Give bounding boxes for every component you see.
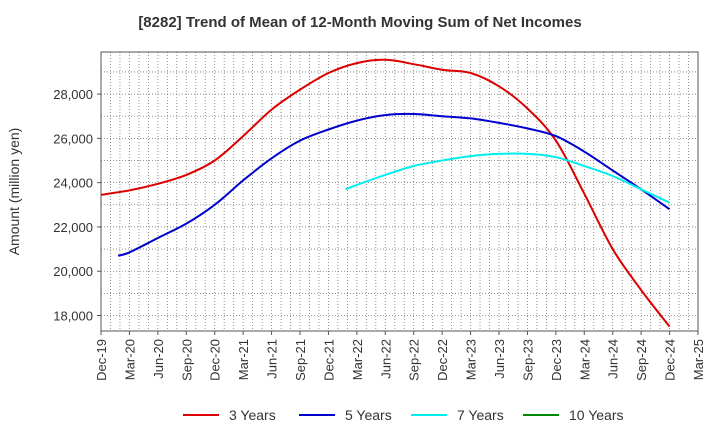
legend-swatch [183, 414, 219, 416]
x-tick-label: Sep-21 [293, 339, 308, 381]
gridlines [100, 52, 699, 331]
legend-item-7-years: 7 Years [411, 405, 504, 425]
legend-label: 10 Years [569, 407, 624, 423]
y-tick-label: 18,000 [53, 309, 93, 324]
legend-item-5-years: 5 Years [299, 405, 392, 425]
x-tick-label: Dec-21 [321, 339, 336, 381]
plot-frame [100, 51, 699, 332]
x-tick-label: Mar-23 [464, 339, 479, 380]
x-tick-label: Dec-24 [663, 339, 678, 381]
legend-label: 5 Years [345, 407, 392, 423]
x-tick-label: Mar-20 [122, 339, 137, 380]
legend-swatch [523, 414, 559, 416]
x-tick-label: Jun-23 [492, 339, 507, 379]
x-tick-label: Sep-22 [407, 339, 422, 381]
x-tick-label: Jun-24 [606, 339, 621, 379]
y-tick-label: 24,000 [53, 176, 93, 191]
legend-swatch [299, 414, 335, 416]
x-tick-label: Dec-19 [94, 339, 109, 381]
legend-swatch [411, 414, 447, 416]
x-tick-label: Mar-21 [236, 339, 251, 380]
x-tick-label: Dec-20 [208, 339, 223, 381]
series-lines [100, 58, 671, 328]
y-tick-label: 20,000 [53, 264, 93, 279]
legend: 3 Years 5 Years 7 Years 10 Years [0, 405, 720, 425]
y-tick-label: 28,000 [53, 87, 93, 102]
x-tick-label: Dec-23 [549, 339, 564, 381]
x-tick-label: Sep-20 [179, 339, 194, 381]
x-tick-label: Sep-24 [634, 339, 649, 381]
x-tick-label: Jun-22 [378, 339, 393, 379]
x-tick-label: Jun-21 [265, 339, 280, 379]
series-line-3-years [100, 58, 671, 328]
chart-title: [8282] Trend of Mean of 12-Month Moving … [138, 14, 582, 31]
y-tick-label: 26,000 [53, 131, 93, 146]
y-axis-label: Amount (million yen) [6, 128, 22, 256]
x-tick-label: Dec-22 [435, 339, 450, 381]
x-tick-label: Jun-20 [151, 339, 166, 379]
series-line-5-years [117, 112, 671, 257]
legend-item-3-years: 3 Years [183, 405, 276, 425]
legend-label: 7 Years [457, 407, 504, 423]
x-tick-label: Sep-23 [520, 339, 535, 381]
y-tick-label: 22,000 [53, 220, 93, 235]
legend-item-10-years: 10 Years [523, 405, 624, 425]
x-tick-label: Mar-24 [577, 339, 592, 380]
x-tick-label: Mar-22 [350, 339, 365, 380]
y-axis-ticks: 18,000 20,000 22,000 24,000 26,000 28,000 [53, 87, 101, 324]
x-tick-label: Mar-25 [691, 339, 706, 380]
x-axis-ticks: Dec-19 Mar-20 Jun-20 Sep-20 Dec-20 Mar-21 Jun-… [94, 331, 706, 381]
series-line-7-years [345, 152, 671, 204]
legend-label: 3 Years [229, 407, 276, 423]
